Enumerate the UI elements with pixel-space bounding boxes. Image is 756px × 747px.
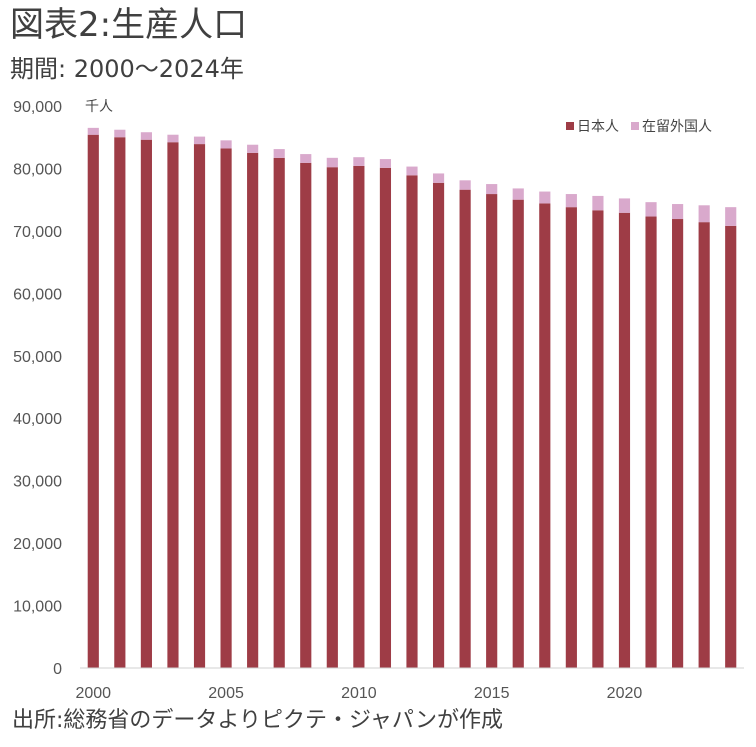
bar-foreign-residents [300,154,312,163]
bar-japanese [167,142,179,669]
legend-swatch-foreign-residents [631,122,639,130]
bar-japanese [512,199,524,669]
bar-japanese [379,167,392,668]
y-tick-label: 90,000 [13,99,62,116]
bar-foreign-residents [220,140,232,149]
y-tick-label: 30,000 [13,474,62,491]
bar-japanese [672,219,684,668]
bar-foreign-residents [486,184,498,195]
bar-foreign-residents [167,134,179,143]
bar-foreign-residents [140,132,152,140]
bar-foreign-residents [539,191,551,204]
bar-foreign-residents [432,173,445,183]
bar-japanese [273,157,285,668]
bar-foreign-residents [618,198,631,213]
bar-japanese [645,216,657,668]
bar-foreign-residents [645,202,657,217]
bar-foreign-residents [273,149,285,158]
bar-foreign-residents [565,194,577,208]
bar-japanese [592,210,604,668]
x-tick-label: 2015 [474,685,510,700]
bar-foreign-residents [672,204,684,220]
bar-foreign-residents [725,207,737,226]
bar-foreign-residents [512,188,524,200]
x-tick-label: 2000 [75,685,111,700]
source-note: 出所:総務省のデータよりピクテ・ジャパンが作成 [12,708,503,733]
bar-japanese [247,152,259,668]
bar-foreign-residents [592,195,604,211]
y-tick-label: 60,000 [13,286,62,303]
bar-japanese [220,148,232,668]
bar-japanese [618,212,631,668]
bar-japanese [326,167,338,668]
bar-foreign-residents [247,144,259,153]
x-axis-ticks: 2000 2005 2010 2015 2020 [75,685,642,700]
bar-foreign-residents [114,129,126,138]
bar-foreign-residents [326,157,338,168]
chart-title: 図表2:生産人口 [10,5,248,45]
x-tick-label: 2020 [607,685,643,700]
x-tick-label: 2005 [208,685,244,700]
bar-japanese [725,225,737,668]
legend-swatch-japanese [566,122,574,130]
bar-japanese [114,137,126,669]
y-tick-label: 20,000 [13,536,62,553]
bar-japanese [406,175,418,668]
bar-japanese [539,203,551,668]
bar-japanese [87,134,99,669]
bar-japanese [140,139,152,669]
bar-foreign-residents [406,166,418,176]
y-tick-label: 70,000 [13,224,62,241]
chart-subtitle: 期間: 2000～2024年 [10,55,244,83]
y-axis-ticks: 0 10,000 20,000 30,000 40,000 50,000 60,000 70,… [13,99,62,678]
bar-japanese [698,222,710,668]
bar-japanese [565,207,577,668]
bar-foreign-residents [459,180,471,190]
bar-japanese [300,162,312,668]
bar-foreign-residents [698,205,710,223]
legend-label-japanese: 日本人 [577,119,619,135]
y-tick-label: 40,000 [13,411,62,428]
bars [87,127,737,669]
bar-japanese [353,165,365,668]
bar-japanese [193,144,206,669]
bar-japanese [432,182,445,668]
legend: 日本人 在留外国人 [566,119,712,135]
y-axis-unit-label: 千人 [85,99,113,115]
x-tick-label: 2010 [341,685,377,700]
bar-japanese [486,194,498,669]
bar-japanese [459,189,471,668]
bar-foreign-residents [353,157,365,166]
bar-foreign-residents [193,136,206,145]
legend-label-foreign-residents: 在留外国人 [642,119,712,135]
bar-foreign-residents [87,127,99,135]
y-tick-label: 80,000 [13,161,62,178]
y-tick-label: 0 [53,661,62,678]
bar-foreign-residents [379,159,392,168]
y-tick-label: 10,000 [13,599,62,616]
y-tick-label: 50,000 [13,349,62,366]
stacked-bar-chart: 千人 日本人 在留外国人 0 10,000 20,000 30,000 40,000 50,… [13,99,744,700]
